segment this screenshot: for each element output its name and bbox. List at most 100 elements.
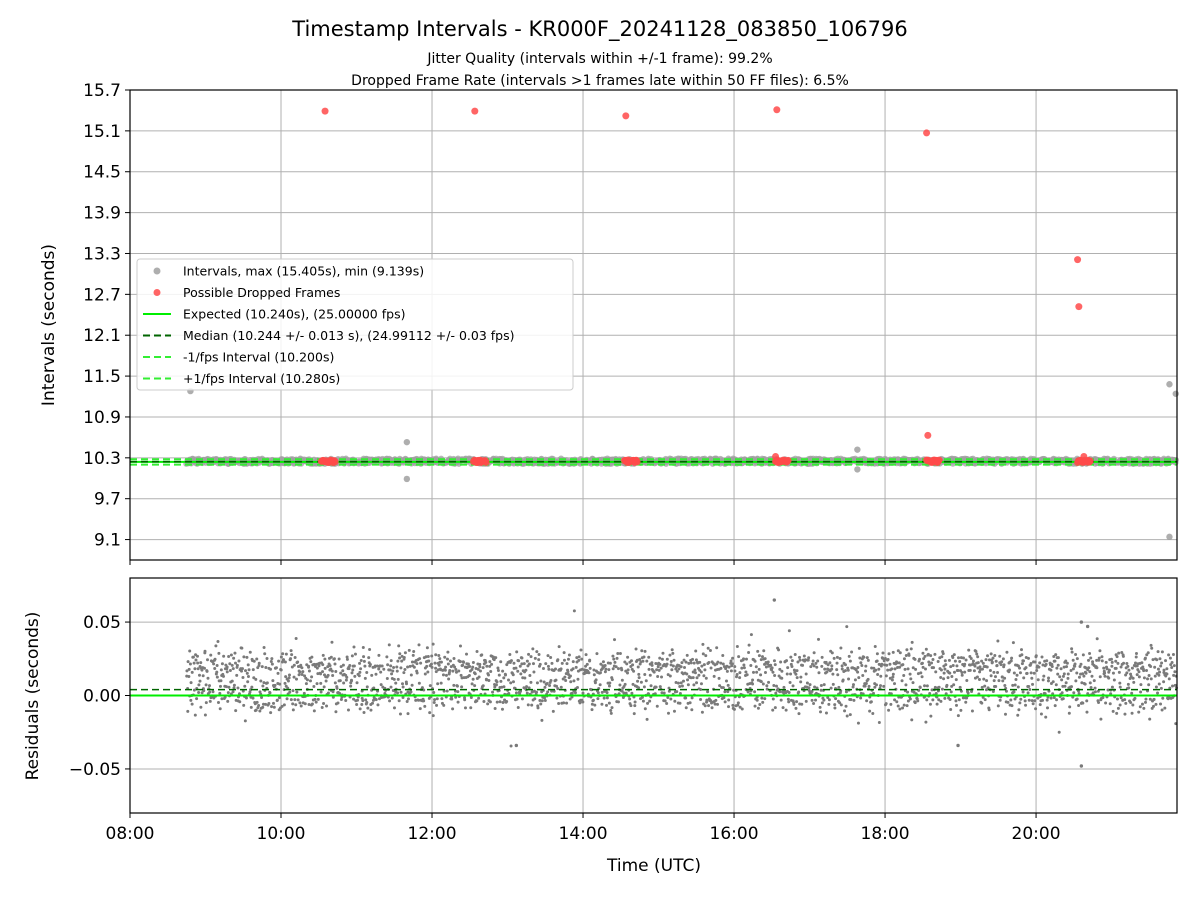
residual-point bbox=[291, 702, 295, 706]
residual-point bbox=[919, 671, 923, 675]
residual-point bbox=[334, 669, 338, 673]
residual-point bbox=[688, 701, 692, 705]
residual-point bbox=[1024, 666, 1028, 670]
residual-point bbox=[205, 658, 209, 662]
residual-point bbox=[283, 660, 287, 664]
residual-point bbox=[567, 653, 571, 657]
residual-point bbox=[307, 665, 311, 669]
residual-point bbox=[254, 708, 258, 712]
residual-point bbox=[274, 666, 278, 670]
residual-point bbox=[396, 677, 400, 681]
residual-point bbox=[795, 700, 799, 704]
residual-point bbox=[957, 698, 961, 702]
residual-point bbox=[666, 673, 670, 677]
residual-point bbox=[713, 702, 717, 706]
residual-point bbox=[840, 667, 844, 671]
residual-point bbox=[963, 670, 967, 674]
residual-point bbox=[372, 686, 376, 690]
residual-point bbox=[901, 706, 905, 710]
residual-point bbox=[886, 668, 890, 672]
residual-point bbox=[417, 698, 421, 702]
residual-point bbox=[742, 657, 746, 661]
residual-point bbox=[319, 681, 323, 685]
residual-point bbox=[418, 657, 422, 661]
residual-point bbox=[1009, 659, 1013, 663]
residual-point bbox=[454, 695, 458, 699]
residual-point bbox=[888, 676, 892, 680]
residual-point bbox=[571, 667, 575, 671]
residual-point bbox=[709, 666, 713, 670]
residual-point bbox=[1062, 672, 1066, 676]
residual-point bbox=[1049, 696, 1053, 700]
residual-point bbox=[195, 697, 199, 701]
residual-point bbox=[1023, 699, 1027, 703]
residual-point bbox=[707, 704, 711, 708]
residual-point bbox=[1142, 706, 1146, 710]
residual-point bbox=[531, 662, 535, 666]
residual-point bbox=[952, 683, 956, 687]
residual-point bbox=[759, 658, 763, 662]
residual-point bbox=[206, 676, 210, 680]
residual-point bbox=[1098, 649, 1102, 653]
residual-point bbox=[1108, 702, 1112, 706]
residual-point bbox=[936, 659, 940, 663]
residual-point bbox=[480, 653, 484, 657]
residual-point bbox=[357, 674, 361, 678]
residual-point bbox=[1154, 685, 1158, 689]
residual-point bbox=[269, 667, 273, 671]
residual-point bbox=[585, 662, 589, 666]
residual-point bbox=[643, 649, 647, 653]
residual-point bbox=[398, 652, 402, 656]
residual-point bbox=[650, 663, 654, 667]
residual-point bbox=[1050, 665, 1054, 669]
residual-point bbox=[1061, 684, 1065, 688]
residual-point bbox=[844, 704, 848, 708]
residual-point bbox=[1088, 652, 1092, 656]
residual-point bbox=[377, 667, 381, 671]
residual-point bbox=[839, 703, 843, 707]
residual-point bbox=[714, 698, 718, 702]
residual-point bbox=[290, 665, 294, 669]
residual-point bbox=[475, 650, 479, 654]
residual-point bbox=[214, 644, 218, 648]
residual-point bbox=[815, 686, 819, 690]
residual-point bbox=[816, 659, 820, 663]
residual-point bbox=[392, 677, 396, 681]
residual-point bbox=[727, 665, 731, 669]
residual-point bbox=[665, 662, 669, 666]
residual-point bbox=[1114, 659, 1118, 663]
residual-point bbox=[910, 640, 914, 644]
residual-point bbox=[569, 680, 573, 684]
residual-point bbox=[654, 685, 658, 689]
residual-point bbox=[333, 662, 337, 666]
residual-point bbox=[1093, 686, 1097, 690]
residual-point bbox=[797, 712, 801, 716]
residual-point bbox=[537, 653, 541, 657]
residual-point bbox=[929, 714, 933, 718]
residual-point bbox=[887, 708, 891, 712]
residual-point bbox=[1118, 703, 1122, 707]
bottom-xtick-label: 16:00 bbox=[710, 824, 759, 844]
residual-point bbox=[835, 661, 839, 665]
residual-point bbox=[782, 685, 786, 689]
residual-point bbox=[692, 661, 696, 665]
residual-point bbox=[254, 677, 258, 681]
top-ytick-label: 9.7 bbox=[94, 490, 121, 510]
residual-point bbox=[494, 656, 498, 660]
residual-point bbox=[1033, 660, 1037, 664]
residual-point bbox=[1051, 680, 1055, 684]
residual-point bbox=[835, 655, 839, 659]
residual-point bbox=[706, 690, 710, 694]
residual-point bbox=[613, 660, 617, 664]
residual-point bbox=[298, 670, 302, 674]
residual-point bbox=[772, 684, 776, 688]
residual-point bbox=[244, 669, 248, 673]
residual-point bbox=[222, 654, 226, 658]
residual-point bbox=[1109, 657, 1113, 661]
residual-point bbox=[923, 654, 927, 658]
residual-point bbox=[923, 667, 927, 671]
residual-point bbox=[242, 655, 246, 659]
residual-point bbox=[218, 684, 222, 688]
residual-point bbox=[1020, 653, 1024, 657]
residual-point bbox=[543, 696, 547, 700]
